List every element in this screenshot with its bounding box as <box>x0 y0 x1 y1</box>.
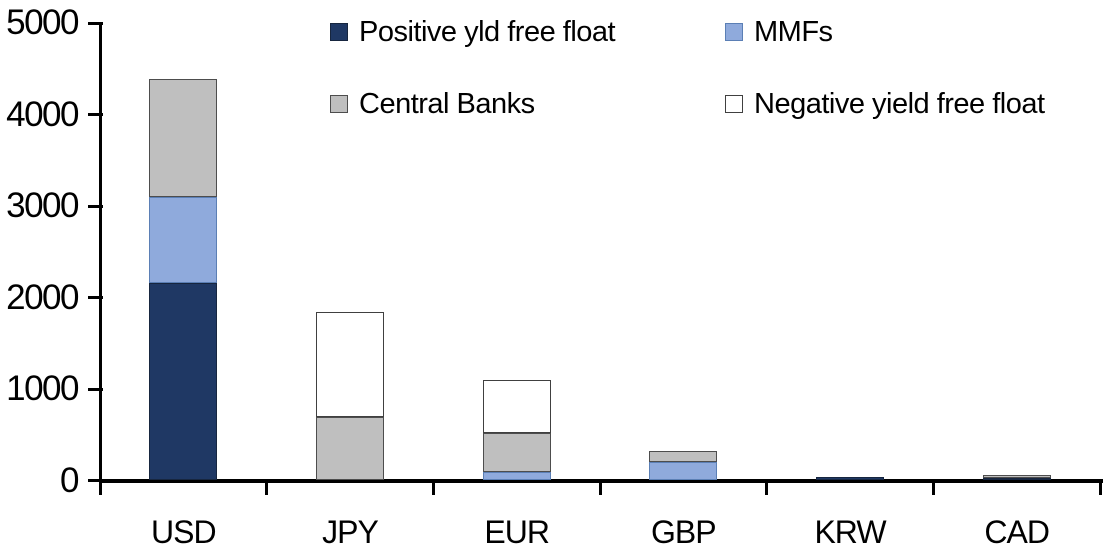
y-tick-label: 0 <box>60 460 79 500</box>
y-axis-line <box>99 22 102 495</box>
y-tick-mark <box>88 296 103 299</box>
y-tick-label: 2000 <box>6 277 79 317</box>
bar-segment-mmfs-gbp <box>649 462 718 481</box>
legend-label: Central Banks <box>359 87 535 120</box>
x-tick-mark <box>1098 481 1102 495</box>
y-tick-label: 3000 <box>6 186 79 225</box>
bar-segment-negative-yield-free-float-jpy <box>316 312 384 418</box>
x-tick-mark <box>265 481 269 495</box>
bar-segment-central-banks-cad <box>982 475 1051 478</box>
legend-swatch-icon <box>725 95 743 113</box>
legend-item-negative-yield-free-float: Negative yield free float <box>725 87 1045 120</box>
legend-item-positive-yld-free-float: Positive yld free float <box>330 15 616 48</box>
legend-item-mmfs: MMFs <box>725 15 833 48</box>
x-category-label-cad: CAD <box>984 514 1050 550</box>
bar-segment-central-banks-usd <box>149 78 218 197</box>
legend-label: MMFs <box>754 15 833 48</box>
x-tick-mark <box>931 481 935 495</box>
bar-segment-central-banks-jpy <box>316 417 384 481</box>
legend-label: Positive yld free float <box>359 15 616 48</box>
bar-segment-negative-yield-free-float-eur <box>482 379 551 433</box>
x-tick-mark <box>598 481 602 495</box>
y-tick-mark <box>88 387 103 391</box>
bar-segment-positive-yld-free-float-krw <box>816 476 884 481</box>
bar-segment-mmfs-eur <box>482 472 551 481</box>
legend-label: Negative yield free float <box>754 87 1045 120</box>
x-category-label-usd: USD <box>151 514 217 550</box>
y-tick-label: 4000 <box>6 94 79 134</box>
y-tick-label: 5000 <box>6 3 79 42</box>
x-tick-mark <box>765 481 769 495</box>
x-category-label-jpy: JPY <box>322 514 379 550</box>
y-tick-label: 1000 <box>6 369 79 408</box>
bar-segment-central-banks-gbp <box>649 451 718 463</box>
y-tick-mark <box>88 21 103 25</box>
x-category-label-gbp: GBP <box>651 514 717 550</box>
x-category-label-eur: EUR <box>484 514 550 550</box>
legend-item-central-banks: Central Banks <box>330 87 535 120</box>
legend-swatch-icon <box>330 95 348 113</box>
y-tick-mark <box>88 479 103 482</box>
legend-swatch-icon <box>725 23 743 41</box>
bar-segment-central-banks-eur <box>482 432 551 473</box>
x-category-label-krw: KRW <box>814 514 886 550</box>
bar-segment-positive-yld-free-float-usd <box>149 282 218 481</box>
bar-segment-positive-yld-free-float-cad <box>982 477 1051 481</box>
y-tick-mark <box>88 204 103 208</box>
x-tick-mark <box>431 481 435 495</box>
y-tick-mark <box>88 113 103 116</box>
bar-segment-mmfs-usd <box>149 196 218 283</box>
legend-swatch-icon <box>330 23 348 41</box>
